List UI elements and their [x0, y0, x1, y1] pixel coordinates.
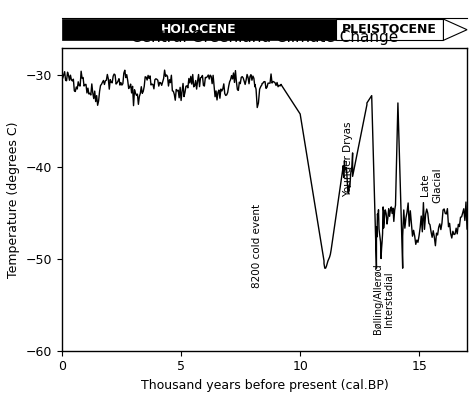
Text: PLEISTOCENE: PLEISTOCENE — [342, 23, 437, 36]
Polygon shape — [444, 19, 467, 40]
Text: Younger Dryas: Younger Dryas — [343, 121, 353, 197]
Text: 8200 cold event: 8200 cold event — [252, 204, 262, 288]
Bar — [336, 19, 444, 40]
Title: Central Greenland Climate Change: Central Greenland Climate Change — [131, 30, 398, 45]
Text: HOLOCENE: HOLOCENE — [161, 23, 237, 36]
Y-axis label: Temperature (degrees C): Temperature (degrees C) — [7, 121, 20, 278]
Text: Bølling/Allerød
Interstadial: Bølling/Allerød Interstadial — [373, 264, 394, 334]
X-axis label: Thousand years before present (cal.BP): Thousand years before present (cal.BP) — [140, 379, 388, 392]
Text: Late
Glacial: Late Glacial — [420, 167, 442, 203]
Bar — [62, 19, 336, 40]
